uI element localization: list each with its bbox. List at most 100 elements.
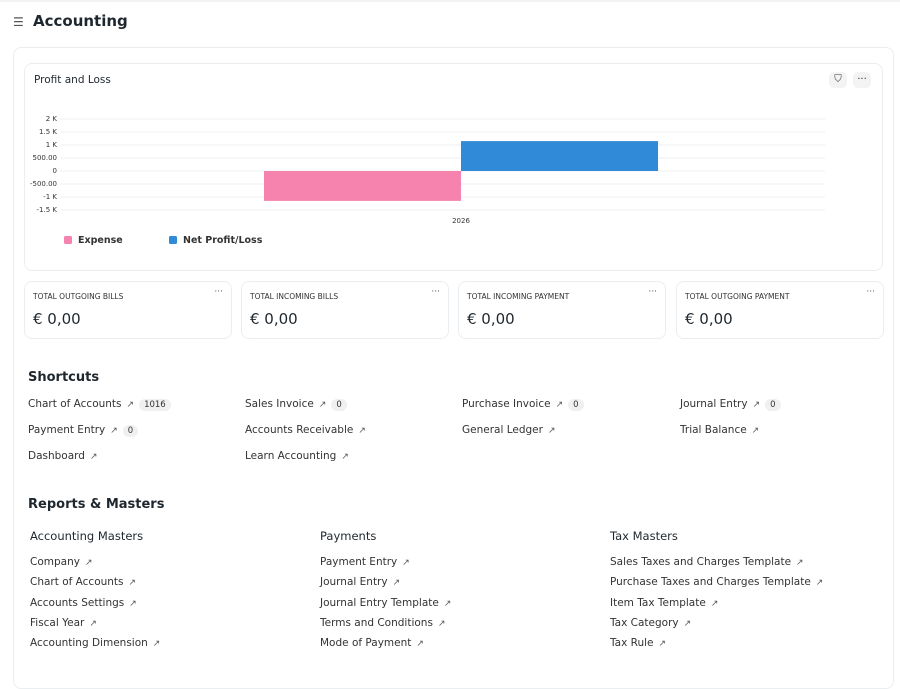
link-label: Chart of Accounts [30, 576, 124, 589]
y-tick-label: 1.5 K [39, 128, 57, 136]
bar [461, 141, 658, 171]
arrow-icon: ↗ [84, 558, 93, 568]
card-label: TOTAL INCOMING BILLS [250, 292, 339, 301]
link-label: Terms and Conditions [320, 616, 433, 629]
section-title: Reports & Masters [28, 497, 165, 512]
link-label: Company [30, 556, 80, 568]
shortcut[interactable]: Learn Accounting ↗ [245, 450, 349, 462]
shortcut[interactable]: Sales Invoice ↗ 0 [245, 398, 347, 411]
arrow-icon: ↗ [658, 639, 667, 650]
card-label: TOTAL OUTGOING BILLS [33, 292, 124, 301]
report-link[interactable]: Tax Category ↗ [610, 617, 691, 629]
card-value: € 0,00 [33, 310, 81, 328]
arrow-icon: ↗ [126, 400, 135, 410]
report-link[interactable]: Journal Entry ↗ [320, 576, 400, 588]
arrow-icon: ↗ [89, 618, 97, 629]
shortcut-label: Purchase Invoice [462, 398, 551, 410]
y-tick-label: -1 K [43, 193, 57, 201]
report-link[interactable]: Item Tax Template ↗ [610, 597, 718, 609]
shortcut[interactable]: Journal Entry ↗ 0 [680, 398, 781, 411]
arrow-icon: ↗ [341, 452, 349, 462]
arrow-icon: ↗ [710, 598, 719, 609]
arrow-icon: ↗ [402, 558, 410, 568]
card-menu[interactable]: ··· [214, 287, 223, 297]
shortcut[interactable]: Dashboard ↗ [28, 450, 98, 462]
shortcut-label: Sales Invoice [245, 398, 314, 410]
y-tick-label: -500.00 [30, 180, 57, 188]
chart-card: ⛉ ··· Profit and Loss 2 K 1.5 K 1 K 500.00 0… [24, 63, 883, 271]
chart-title: Profit and Loss [34, 74, 111, 86]
column-title: Tax Masters [610, 529, 678, 543]
report-link[interactable]: Tax Rule ↗ [610, 637, 666, 649]
legend-label: Net Profit/Loss [183, 235, 263, 246]
shortcut[interactable]: General Ledger ↗ [462, 424, 556, 436]
shortcut-label: Trial Balance [680, 424, 747, 436]
shortcut-label: Journal Entry [680, 398, 748, 410]
link-label: Payment Entry [320, 556, 398, 568]
section-title: Shortcuts [28, 370, 100, 385]
arrow-icon: ↗ [815, 578, 824, 589]
arrow-icon: ↗ [152, 639, 161, 650]
x-tick-label: 2026 [452, 217, 470, 225]
arrow-icon: ↗ [128, 578, 137, 589]
number-card[interactable]: TOTAL INCOMING BILLS € 0,00 ··· [241, 281, 449, 339]
report-link[interactable]: Terms and Conditions ↗ [320, 617, 445, 629]
shortcut[interactable]: Accounts Receivable ↗ [245, 424, 366, 436]
report-link[interactable]: Company ↗ [30, 556, 93, 568]
report-link[interactable]: Accounting Dimension ↗ [30, 637, 160, 649]
count-badge: 0 [122, 425, 139, 437]
bar [264, 171, 461, 201]
sidebar-toggle[interactable]: ☰ [13, 15, 24, 29]
card-value: € 0,00 [685, 310, 733, 328]
top-bar [0, 0, 900, 2]
arrow-icon: ↗ [437, 618, 446, 629]
arrow-icon: ↗ [547, 426, 556, 436]
report-link[interactable]: Chart of Accounts ↗ [30, 576, 136, 588]
link-label: Tax Rule [610, 637, 654, 650]
report-link[interactable]: Purchase Taxes and Charges Template ↗ [610, 576, 823, 588]
count-badge: 0 [331, 399, 347, 411]
link-label: Item Tax Template [610, 596, 706, 609]
shortcut[interactable]: Purchase Invoice ↗ 0 [462, 398, 584, 411]
link-label: Tax Category [610, 616, 679, 629]
menu-button[interactable]: ··· [853, 72, 871, 88]
count-badge: 0 [765, 399, 781, 411]
shortcut[interactable]: Trial Balance ↗ [680, 424, 759, 436]
filter-button[interactable]: ⛉ [829, 72, 847, 88]
link-label: Journal Entry Template [320, 596, 439, 609]
legend-swatch [169, 236, 177, 244]
shortcut[interactable]: Payment Entry ↗ 0 [28, 424, 139, 437]
report-link[interactable]: Journal Entry Template ↗ [320, 597, 451, 609]
arrow-icon: ↗ [358, 426, 366, 436]
page-title: Accounting [33, 12, 128, 30]
arrow-icon: ↗ [555, 400, 564, 410]
card-value: € 0,00 [467, 310, 515, 328]
report-link[interactable]: Payment Entry ↗ [320, 556, 410, 568]
card-label: TOTAL OUTGOING PAYMENT [685, 292, 790, 301]
link-label: Fiscal Year [30, 616, 85, 629]
card-value: € 0,00 [250, 310, 298, 328]
column-title: Payments [320, 529, 377, 543]
arrow-icon: ↗ [318, 400, 327, 410]
report-link[interactable]: Mode of Payment ↗ [320, 637, 424, 649]
shortcut-label: Dashboard [28, 450, 85, 462]
link-label: Mode of Payment [320, 637, 412, 650]
card-menu[interactable]: ··· [431, 287, 440, 297]
number-card[interactable]: TOTAL INCOMING PAYMENT € 0,00 ··· [458, 281, 666, 339]
report-link[interactable]: Accounts Settings ↗ [30, 597, 137, 609]
arrow-icon: ↗ [751, 426, 760, 436]
shortcut[interactable]: Chart of Accounts ↗ 1016 [28, 398, 171, 411]
report-link[interactable]: Sales Taxes and Charges Template ↗ [610, 556, 804, 568]
number-card[interactable]: TOTAL OUTGOING BILLS € 0,00 ··· [24, 281, 232, 339]
shortcut-label: General Ledger [462, 424, 543, 436]
y-tick-label: 1 K [46, 141, 58, 149]
y-tick-label: 0 [53, 167, 57, 175]
arrow-icon: ↗ [129, 598, 137, 609]
legend-label: Expense [78, 235, 123, 246]
card-menu[interactable]: ··· [648, 287, 657, 297]
card-menu[interactable]: ··· [866, 287, 875, 297]
report-link[interactable]: Fiscal Year ↗ [30, 617, 97, 629]
number-card[interactable]: TOTAL OUTGOING PAYMENT € 0,00 ··· [676, 281, 884, 339]
arrow-icon: ↗ [416, 639, 424, 650]
arrow-icon: ↗ [683, 618, 692, 629]
